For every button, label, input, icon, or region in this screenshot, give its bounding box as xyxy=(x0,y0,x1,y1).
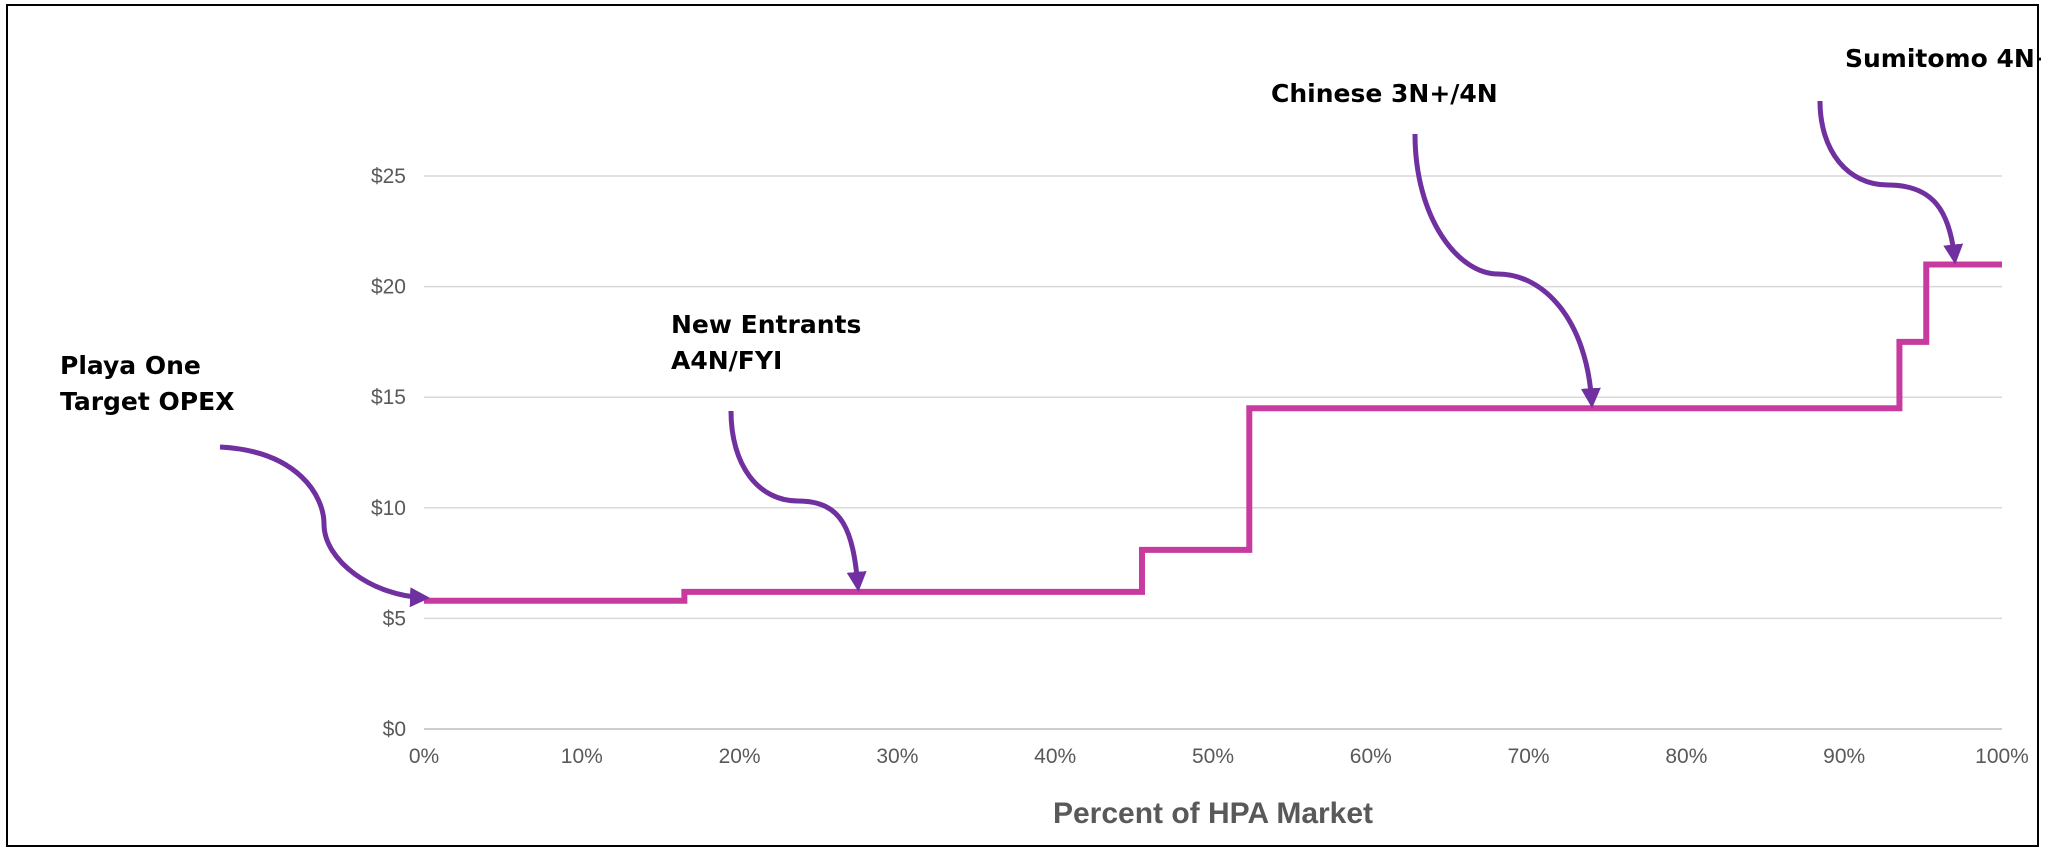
y-tick-label: $20 xyxy=(371,276,406,299)
chart-frame: $0 $5 $10 $15 $20 $25 0% 10% 20% 30% 40% 50% 60% 70%… xyxy=(6,4,2039,847)
x-axis-label: Percent of HPA Market xyxy=(1053,797,1373,830)
x-axis-ticks: 0% 10% 20% 30% 40% 50% 60% 70% 80% 90% 100% xyxy=(409,745,2029,768)
annotation-arrow xyxy=(1415,134,1592,402)
annotation-label-line: A4N/FYI xyxy=(671,346,782,375)
y-tick-label: $15 xyxy=(371,386,406,409)
annotation-label-line: Playa One xyxy=(60,351,201,380)
x-tick-label: 0% xyxy=(409,745,439,768)
x-tick-label: 20% xyxy=(719,745,761,768)
y-tick-label: $10 xyxy=(371,497,406,520)
annotation-label: Playa One Target OPEX xyxy=(60,351,234,416)
x-tick-label: 90% xyxy=(1823,745,1865,768)
series-step-line xyxy=(424,264,2002,600)
annotation-label-line: Chinese 3N+/4N xyxy=(1271,79,1498,108)
x-tick-label: 30% xyxy=(876,745,918,768)
annotation-arrow xyxy=(220,447,424,598)
gridlines xyxy=(424,176,2002,729)
annotation-label: Sumitomo 4N+/5N xyxy=(1845,44,2041,73)
y-tick-label: $5 xyxy=(383,607,406,630)
y-axis-ticks: $0 $5 $10 $15 $20 $25 xyxy=(371,165,406,741)
annotation-label-line: Target OPEX xyxy=(60,387,234,416)
annotation-label-line: Sumitomo 4N+/5N xyxy=(1845,44,2041,73)
x-tick-label: 10% xyxy=(561,745,603,768)
annotation-arrow xyxy=(1820,101,1955,258)
x-tick-label: 60% xyxy=(1350,745,1392,768)
annotation-label-line: New Entrants xyxy=(671,310,861,339)
y-tick-label: $0 xyxy=(383,718,406,741)
x-tick-label: 100% xyxy=(1975,745,2029,768)
annotation-label: New Entrants A4N/FYI xyxy=(671,310,861,375)
x-tick-label: 40% xyxy=(1034,745,1076,768)
x-tick-label: 70% xyxy=(1508,745,1550,768)
annotation-arrow xyxy=(731,411,858,586)
supply-cost-curve-chart: $0 $5 $10 $15 $20 $25 0% 10% 20% 30% 40% 50% 60% 70%… xyxy=(8,6,2041,849)
annotation-label: Chinese 3N+/4N xyxy=(1271,79,1498,108)
x-tick-label: 80% xyxy=(1665,745,1707,768)
annotation-labels: Playa One Target OPEX New Entrants A4N/FYI C… xyxy=(60,44,2041,416)
y-tick-label: $25 xyxy=(371,165,406,188)
series-line xyxy=(424,264,2002,600)
x-tick-label: 50% xyxy=(1192,745,1234,768)
